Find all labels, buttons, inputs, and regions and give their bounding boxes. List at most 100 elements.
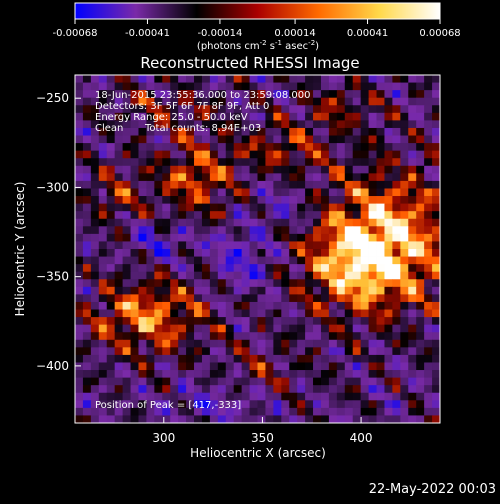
heatmap-cell <box>90 415 100 423</box>
heatmap-cell <box>106 317 116 326</box>
heatmap-cell <box>241 362 250 371</box>
heatmap-cell <box>225 82 235 91</box>
heatmap-cell <box>225 256 235 265</box>
heatmap-cell <box>178 407 187 416</box>
heatmap-cell <box>257 339 266 348</box>
heatmap-cell <box>376 354 385 363</box>
heatmap-cell <box>201 392 211 401</box>
colorbar-tick-label: -0.00068 <box>53 28 98 39</box>
heatmap-cell <box>360 362 369 371</box>
heatmap-cell <box>265 90 274 99</box>
heatmap-cell <box>297 241 306 250</box>
heatmap-cell <box>392 135 401 144</box>
heatmap-cell <box>106 286 116 295</box>
heatmap-cell <box>384 120 393 129</box>
heatmap-cell <box>384 286 393 295</box>
heatmap-cell <box>130 218 139 227</box>
heatmap-cell <box>289 105 298 114</box>
heatmap-cell <box>194 241 203 250</box>
heatmap-cell <box>368 279 377 288</box>
heatmap-cell <box>265 362 274 371</box>
heatmap-cell <box>368 332 377 341</box>
heatmap-cell <box>376 150 385 159</box>
heatmap-cell <box>305 226 314 235</box>
heatmap-cell <box>281 180 290 189</box>
heatmap-cell <box>305 211 314 220</box>
heatmap-cell <box>201 241 211 250</box>
heatmap-cell <box>217 173 227 182</box>
heatmap-cell <box>432 332 440 341</box>
heatmap-cell <box>384 400 393 409</box>
heatmap-cell <box>170 249 179 257</box>
heatmap-cell <box>122 294 131 303</box>
heatmap-cell <box>138 271 147 280</box>
heatmap-cell <box>201 264 211 273</box>
heatmap-cell <box>249 150 258 159</box>
heatmap-cell <box>257 309 266 318</box>
heatmap-cell <box>154 400 163 409</box>
heatmap-cell <box>265 211 274 220</box>
heatmap-cell <box>392 301 401 310</box>
heatmap-cell <box>178 264 187 273</box>
heatmap-cell <box>241 233 250 242</box>
heatmap-cell <box>289 249 298 257</box>
heatmap-cell <box>392 354 401 363</box>
heatmap-cell <box>400 407 409 416</box>
heatmap-cell <box>162 82 171 91</box>
total-counts-text: Total counts: 8.94E+03 <box>144 123 261 134</box>
heatmap-cell <box>82 218 92 227</box>
heatmap-cell <box>305 392 314 401</box>
heatmap-cell <box>416 407 425 416</box>
heatmap-cell <box>400 264 409 273</box>
heatmap-cell <box>233 143 243 152</box>
heatmap-cell <box>146 271 155 280</box>
heatmap-cell <box>424 339 433 348</box>
heatmap-cell <box>249 385 258 394</box>
heatmap-cell <box>209 233 219 242</box>
heatmap-cell <box>162 301 171 310</box>
heatmap-cell <box>400 286 409 295</box>
heatmap-cell <box>241 347 250 356</box>
heatmap-cell <box>408 415 417 423</box>
heatmap-cell <box>400 112 409 121</box>
heatmap-cell <box>217 407 227 416</box>
heatmap-cell <box>217 180 227 189</box>
heatmap-cell <box>106 112 116 121</box>
heatmap-cell <box>186 279 195 288</box>
heatmap-cell <box>249 105 258 114</box>
heatmap-cell <box>217 203 227 212</box>
heatmap-cell <box>313 324 322 333</box>
heatmap-cell <box>320 249 330 257</box>
heatmap-cell <box>114 158 123 167</box>
heatmap-cell <box>273 127 282 136</box>
heatmap-cell <box>289 241 298 250</box>
heatmap-cell <box>384 233 393 242</box>
heatmap-cell <box>408 294 417 303</box>
heatmap-cell <box>154 158 163 167</box>
heatmap-cell <box>241 339 250 348</box>
heatmap-cell <box>352 233 362 242</box>
heatmap-cell <box>75 90 84 99</box>
heatmap-cell <box>297 377 306 386</box>
heatmap-cell <box>376 294 385 303</box>
heatmap-cell <box>241 249 250 257</box>
heatmap-cell <box>376 112 385 121</box>
heatmap-cell <box>178 218 187 227</box>
heatmap-cell <box>75 392 84 401</box>
heatmap-cell <box>241 188 250 197</box>
heatmap-cell <box>186 90 195 99</box>
heatmap-cell <box>273 233 282 242</box>
heatmap-cell <box>400 233 409 242</box>
footer-timestamp: 22-May-2022 00:03 <box>369 482 496 497</box>
heatmap-cell <box>384 150 393 159</box>
heatmap-cell <box>281 143 290 152</box>
heatmap-cell <box>320 173 330 182</box>
heatmap-cell <box>201 407 211 416</box>
heatmap-cell <box>352 97 362 106</box>
heatmap-cell <box>320 377 330 386</box>
heatmap-cell <box>305 415 314 423</box>
heatmap-cell <box>416 324 425 333</box>
heatmap-cell <box>154 249 163 257</box>
heatmap-cell <box>114 309 123 318</box>
colorbar-gradient <box>74 2 441 20</box>
